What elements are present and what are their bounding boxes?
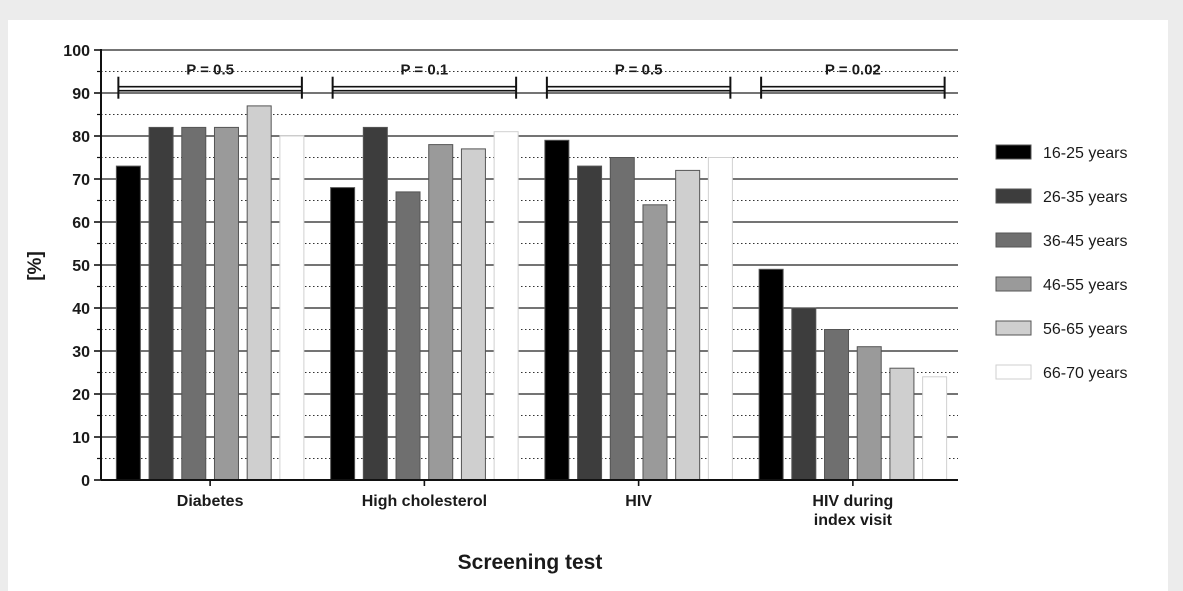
y-axis-title: [%]: [25, 251, 46, 281]
legend-label: 16-25 years: [1043, 145, 1128, 162]
bar-66-70-years-3: [922, 376, 948, 481]
y-tick-label: 20: [72, 387, 90, 404]
x-category-label: index visit: [814, 512, 893, 529]
y-tick-label: 60: [72, 215, 90, 232]
bar-36-45-years-3: [824, 329, 850, 481]
y-tick-label: 50: [72, 258, 90, 275]
y-tick-label: 0: [81, 473, 90, 490]
x-axis-title: Screening test: [458, 551, 603, 574]
pvalue-brackets-layer: P = 0.5 P = 0.1 P = 0.5 P = 0.02: [117, 62, 946, 99]
bar-46-55-years-3: [856, 346, 882, 481]
legend-swatch: [995, 320, 1032, 336]
y-tick-label: 40: [72, 301, 90, 318]
bar-46-55-years-2: [642, 204, 668, 481]
bar-26-35-years-0: [148, 126, 174, 481]
bar-56-65-years-2: [675, 169, 701, 481]
bar-26-35-years-3: [791, 307, 817, 481]
axes-layer: 0 10 20 30 40 50 60 70 80 90 100 Diabetes High chole…: [63, 43, 958, 529]
bar-66-70-years-1: [493, 131, 519, 481]
pvalue-label: P = 0.02: [825, 62, 881, 79]
grid-layer: [101, 49, 958, 459]
bar-56-65-years-3: [889, 367, 915, 481]
legend: 16-25 years 26-35 years 36-45 years 46-55 y…: [995, 144, 1128, 382]
bar-36-45-years-2: [609, 157, 635, 481]
bar-46-55-years-0: [213, 126, 239, 481]
y-tick-label: 90: [72, 86, 90, 103]
legend-label: 46-55 years: [1043, 277, 1128, 294]
y-tick-label: 10: [72, 430, 90, 447]
bars-layer: [115, 105, 948, 481]
legend-label: 36-45 years: [1043, 233, 1128, 250]
legend-label: 66-70 years: [1043, 365, 1128, 382]
legend-label: 26-35 years: [1043, 189, 1128, 206]
pvalue-label: P = 0.5: [615, 62, 663, 79]
bar-16-25-years-3: [758, 268, 784, 481]
pvalue-label: P = 0.1: [401, 62, 449, 79]
legend-swatch: [995, 144, 1032, 160]
x-category-label: Diabetes: [177, 493, 244, 510]
y-tick-label: 100: [63, 43, 90, 60]
legend-swatch: [995, 232, 1032, 248]
legend-label: 56-65 years: [1043, 321, 1128, 338]
bar-56-65-years-0: [246, 105, 272, 481]
y-tick-label: 30: [72, 344, 90, 361]
x-category-label: High cholesterol: [362, 493, 487, 510]
legend-swatch: [995, 364, 1032, 380]
bar-36-45-years-0: [181, 126, 207, 481]
bar-16-25-years-2: [544, 139, 570, 481]
bar-66-70-years-0: [279, 135, 305, 481]
bar-36-45-years-1: [395, 191, 421, 481]
y-tick-label: 80: [72, 129, 90, 146]
legend-swatch: [995, 188, 1032, 204]
x-category-label: HIV during: [812, 493, 893, 510]
bar-16-25-years-0: [115, 165, 141, 481]
bar-16-25-years-1: [330, 187, 356, 481]
x-category-label: HIV: [625, 493, 652, 510]
legend-swatch: [995, 276, 1032, 292]
bar-26-35-years-2: [577, 165, 603, 481]
y-tick-label: 70: [72, 172, 90, 189]
bar-56-65-years-1: [460, 148, 486, 481]
bar-46-55-years-1: [428, 144, 454, 481]
pvalue-label: P = 0.5: [186, 62, 234, 79]
bar-66-70-years-2: [707, 157, 733, 481]
bar-26-35-years-1: [362, 126, 388, 481]
